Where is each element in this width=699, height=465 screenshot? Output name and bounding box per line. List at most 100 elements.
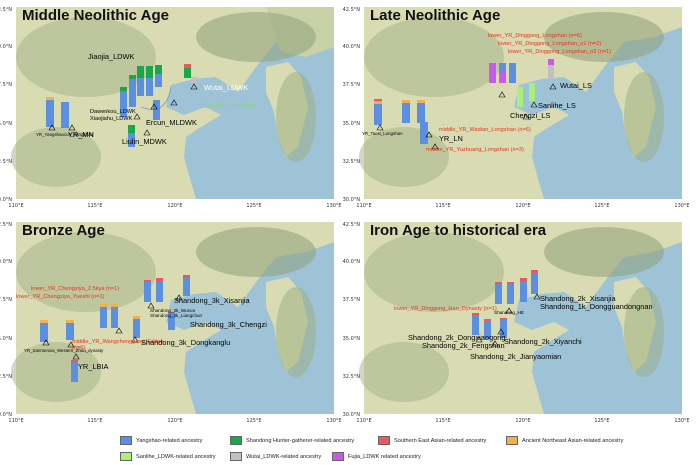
legend-label: Sanlihe_LDWK-related ancestry (136, 453, 216, 460)
site-label: YR_Taosi_Longshan (362, 131, 403, 136)
legend-item: Southern East Asian-related ancestry (378, 436, 486, 445)
site-label: YR_LN (439, 134, 463, 143)
lon-axis: 110°E 115°E 120°E 125°E 130°E (356, 418, 689, 424)
legend-item: Sanlihe_LDWK-related ancestry (120, 452, 216, 461)
svg-text:120°E: 120°E (167, 203, 182, 209)
svg-text:30.0°N: 30.0°N (343, 412, 361, 418)
site-label: middle_YR_Wadian_Longshan (n=6) (439, 127, 531, 133)
site-label: lower_YR_Dinggong_Longshan_o1 (n=2) (498, 41, 602, 47)
site-label: YR_LBIA (78, 362, 109, 371)
svg-text:37.5°N: 37.5°N (0, 297, 12, 303)
lat-axis: 42.5°N 40.0°N 37.5°N 35.0°N 32.5°N 30.0°… (0, 222, 12, 418)
legend-label: Yangshao-related ancestry (136, 437, 203, 444)
svg-text:110°E: 110°E (8, 418, 23, 424)
legend-label: Ancient Northeast Asian-related ancestry (522, 437, 624, 444)
svg-text:125°E: 125°E (594, 203, 609, 209)
svg-text:35.0°N: 35.0°N (0, 121, 12, 127)
svg-text:115°E: 115°E (435, 203, 450, 209)
svg-text:125°E: 125°E (594, 418, 609, 424)
legend-swatch (120, 452, 132, 461)
svg-text:130°E: 130°E (326, 203, 341, 209)
site-label: Dawenkou_LDWK (90, 109, 136, 115)
legend-label: Shandong Hunter-gatherer-related ancestr… (246, 437, 355, 444)
site-label: Shandong_2k_Xisanjia (540, 294, 616, 303)
lon-axis: 110°E 115°E 120°E 125°E 130°E (356, 203, 689, 209)
svg-text:40.0°N: 40.0°N (343, 44, 361, 50)
svg-text:40.0°N: 40.0°N (0, 259, 12, 265)
svg-text:32.5°N: 32.5°N (0, 159, 12, 165)
site-label: lower_YR_Chengziya_2.5kya (n=1) (31, 286, 120, 292)
svg-text:40.0°N: 40.0°N (343, 259, 361, 265)
svg-text:30.0°N: 30.0°N (343, 197, 361, 203)
legend-item: Shandong Hunter-gatherer-related ancestr… (230, 436, 354, 445)
legend-swatch (230, 452, 242, 461)
site-label: Wutai_LDWK (204, 83, 249, 92)
panel-title: Iron Age to historical era (370, 222, 547, 239)
svg-text:130°E: 130°E (674, 203, 689, 209)
lat-axis: 42.5°N 40.0°N 37.5°N 35.0°N 32.5°N 30.0°… (343, 222, 361, 418)
legend-swatch (506, 436, 518, 445)
legend-item: Wutai_LDWK-related ancestry (230, 452, 321, 461)
legend-label: Southern East Asian-related ancestry (394, 437, 487, 444)
site-label: Shandong_3k_Wucun (150, 308, 196, 313)
lon-axis: 110°E 115°E 120°E 125°E 130°E (8, 418, 341, 424)
legend-swatch (230, 436, 242, 445)
lat-axis: 42.5°N 40.0°N 37.5°N 35.0°N 32.5°N 30.0°… (0, 7, 12, 203)
map-panel-iron-age: 42.5°N 40.0°N 37.5°N 35.0°N 32.5°N 30.0°… (343, 222, 690, 424)
svg-text:125°E: 125°E (246, 418, 261, 424)
svg-text:120°E: 120°E (167, 418, 182, 424)
site-label: Xiaojiahu_LDWK (90, 116, 133, 122)
site-label: Jiaojia_LDWK (88, 52, 135, 61)
bars-bronze-age (40, 275, 190, 382)
site-label: YR_Sanmenxia_Western_Zhou_dynasty (24, 348, 103, 353)
svg-text:32.5°N: 32.5°N (343, 374, 361, 380)
svg-text:32.5°N: 32.5°N (343, 159, 361, 165)
panel-title: Middle Neolithic Age (22, 7, 169, 24)
site-label: middle_YR_Wangchenggang_Erlitou (n=6) (72, 339, 164, 351)
svg-text:120°E: 120°E (515, 203, 530, 209)
site-label: Shandong_3k_Liangchun (150, 313, 203, 318)
site-label: lower_YR_Dinggong_Longshan (n=6) (488, 33, 582, 39)
bars-iron-age (472, 270, 541, 347)
svg-text:110°E: 110°E (8, 203, 23, 209)
site-label: Shandong_3k_Dongkanglu (141, 338, 231, 347)
site-label: Shandong_3k_Chengzi (190, 320, 267, 329)
svg-text:30.0°N: 30.0°N (0, 412, 12, 418)
svg-text:37.5°N: 37.5°N (343, 297, 361, 303)
site-label: Shandong_2k_Jianyaomian (470, 352, 562, 361)
map-base: 42.5°N 40.0°N 37.5°N 35.0°N 32.5°N 30.0°… (343, 222, 690, 424)
svg-text:35.0°N: 35.0°N (343, 336, 361, 342)
svg-text:125°E: 125°E (246, 203, 261, 209)
site-label: YR_Yangshaocun_Yangshao (36, 132, 93, 137)
site-label: Liulin_MDWK (122, 137, 167, 146)
site-label: Sanlihe_LS (538, 101, 576, 110)
site-label: lower_YR_Chengziya_Yueshi (n=1) (16, 294, 105, 300)
svg-text:115°E: 115°E (87, 418, 102, 424)
site-label: Shandong_HE (494, 310, 524, 315)
site-label: Shandong_2k_Xiyanchi (504, 337, 582, 346)
svg-text:42.5°N: 42.5°N (0, 222, 12, 228)
bars-middle-neolithic (46, 64, 198, 147)
legend-item: Ancient Northeast Asian-related ancestry (506, 436, 623, 445)
svg-text:130°E: 130°E (326, 418, 341, 424)
site-label: lower_YR_Dinggong_Longshan_o2 (n=1) (508, 49, 612, 55)
bars-late-neolithic (374, 59, 557, 150)
lat-axis: 42.5°N 40.0°N 37.5°N 35.0°N 32.5°N 30.0°… (343, 7, 361, 203)
site-label: Sanlihe_LDWK (204, 101, 255, 110)
site-label: Ercun_MLDWK (146, 118, 197, 127)
site-label: Chengzi_LS (510, 111, 551, 120)
map-base: 42.5°N 40.0°N 37.5°N 35.0°N 32.5°N 30.0°… (0, 222, 342, 424)
legend-item: Fujia_LDWK related ancestry (332, 452, 421, 461)
svg-text:110°E: 110°E (356, 203, 371, 209)
svg-text:115°E: 115°E (87, 203, 102, 209)
legend-label: Fujia_LDWK related ancestry (348, 453, 421, 460)
map-base: 42.5°N 40.0°N 37.5°N 35.0°N 32.5°N 30.0°… (0, 7, 342, 209)
legend: Yangshao-related ancestry Shandong Hunte… (120, 436, 699, 465)
svg-text:110°E: 110°E (356, 418, 371, 424)
svg-text:115°E: 115°E (435, 418, 450, 424)
svg-text:37.5°N: 37.5°N (0, 82, 12, 88)
map-panel-middle-neolithic: 42.5°N 40.0°N 37.5°N 35.0°N 32.5°N 30.0°… (0, 7, 342, 209)
site-label: Wutai_LS (560, 81, 592, 90)
site-label: Shandong_3k_Xisanjia (174, 296, 250, 305)
svg-text:130°E: 130°E (674, 418, 689, 424)
